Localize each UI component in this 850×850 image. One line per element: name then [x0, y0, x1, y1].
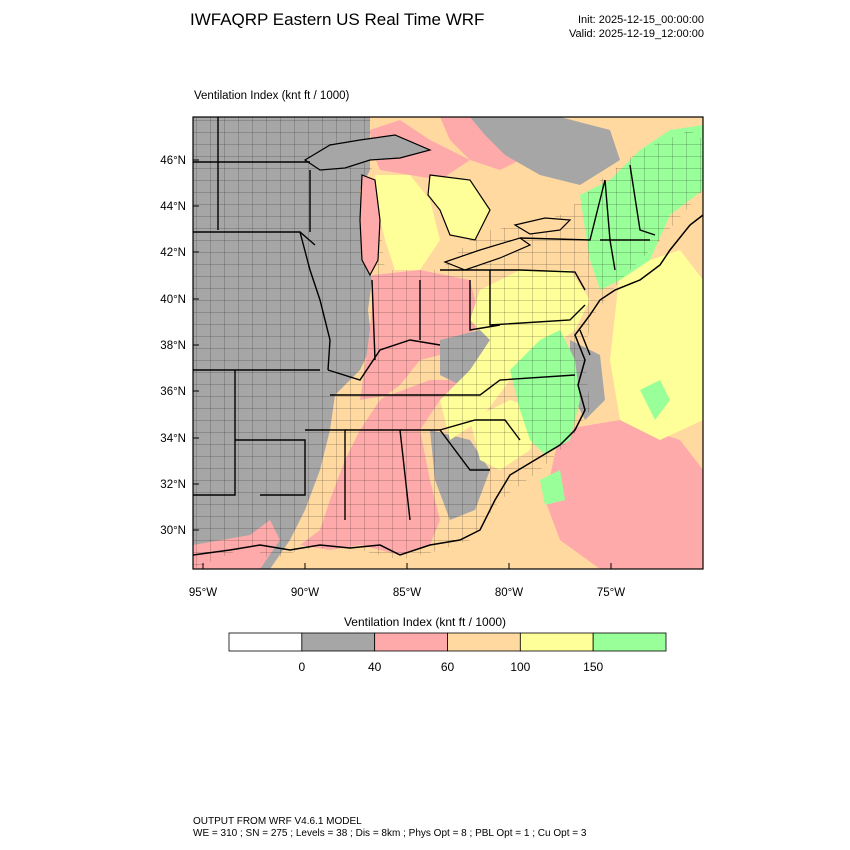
lat-tick-label: 42°N	[160, 247, 186, 259]
colorbar: 0 40 60 100 150	[228, 632, 667, 674]
footer-line-2: WE = 310 ; SN = 275 ; Levels = 38 ; Dis …	[193, 828, 587, 839]
field-green-ocean	[540, 380, 670, 505]
colorbar-swatch	[592, 632, 667, 652]
lat-tick-label: 46°N	[160, 155, 186, 167]
colorbar-title: Ventilation Index (knt ft / 1000)	[343, 615, 507, 629]
field-yellow-ocean	[610, 250, 703, 440]
latitude-axis: 46°N 44°N 42°N 40°N 38°N 36°N 34°N 32°N 30°N	[160, 155, 199, 537]
valid-time: Valid: 2025-12-19_12:00:00	[569, 28, 704, 40]
colorbar-swatch	[519, 632, 594, 652]
init-time: Init: 2025-12-15_00:00:00	[578, 14, 704, 26]
lon-tick-label: 85°W	[393, 587, 421, 599]
colorbar-tick-label: 0	[298, 660, 305, 674]
longitude-axis: 95°W 90°W 85°W 80°W 75°W	[189, 563, 625, 599]
lon-tick-label: 95°W	[189, 587, 217, 599]
lat-tick-label: 44°N	[160, 201, 186, 213]
colorbar-swatch	[374, 632, 448, 652]
lon-tick-label: 75°W	[597, 587, 625, 599]
colorbar-tick-label: 150	[583, 660, 603, 674]
county-lines	[193, 117, 703, 569]
lake-superior	[303, 134, 432, 171]
run-times: Init: 2025-12-15_00:00:00 Valid: 2025-12…	[569, 13, 704, 41]
lat-tick-label: 34°N	[160, 433, 186, 445]
lon-tick-label: 90°W	[291, 587, 319, 599]
lake-michigan	[359, 174, 381, 277]
field-pink-atlantic	[545, 420, 703, 569]
colorbar-tick-label: 60	[441, 660, 455, 674]
coastline	[193, 214, 703, 556]
model-footer: OUTPUT FROM WRF V4.6.1 MODEL WE = 310 ; …	[193, 816, 586, 840]
field-gray-north	[470, 117, 620, 185]
lake-ontario	[513, 217, 572, 235]
lat-tick-label: 38°N	[160, 340, 186, 352]
lon-tick-label: 80°W	[495, 587, 523, 599]
lat-tick-label: 40°N	[160, 294, 186, 306]
plot-field-label: Ventilation Index (knt ft / 1000)	[194, 90, 350, 102]
lat-tick-label: 36°N	[160, 386, 186, 398]
colorbar-swatch	[301, 632, 376, 652]
colorbar-swatch	[228, 632, 303, 652]
colorbar-swatch	[447, 632, 521, 652]
map-area	[193, 117, 703, 569]
state-boundaries	[193, 117, 656, 521]
colorbar-tick-label: 100	[510, 660, 530, 674]
map-frame	[192, 116, 704, 570]
colorbar-tick-label: 40	[368, 660, 382, 674]
field-yellow-michigan	[375, 175, 440, 270]
lake-huron	[427, 174, 491, 241]
lat-tick-label: 32°N	[160, 479, 186, 491]
lat-tick-label: 30°N	[160, 525, 186, 537]
footer-line-1: OUTPUT FROM WRF V4.6.1 MODEL	[193, 816, 362, 827]
map-title: IWFAQRP Eastern US Real Time WRF	[190, 10, 485, 29]
